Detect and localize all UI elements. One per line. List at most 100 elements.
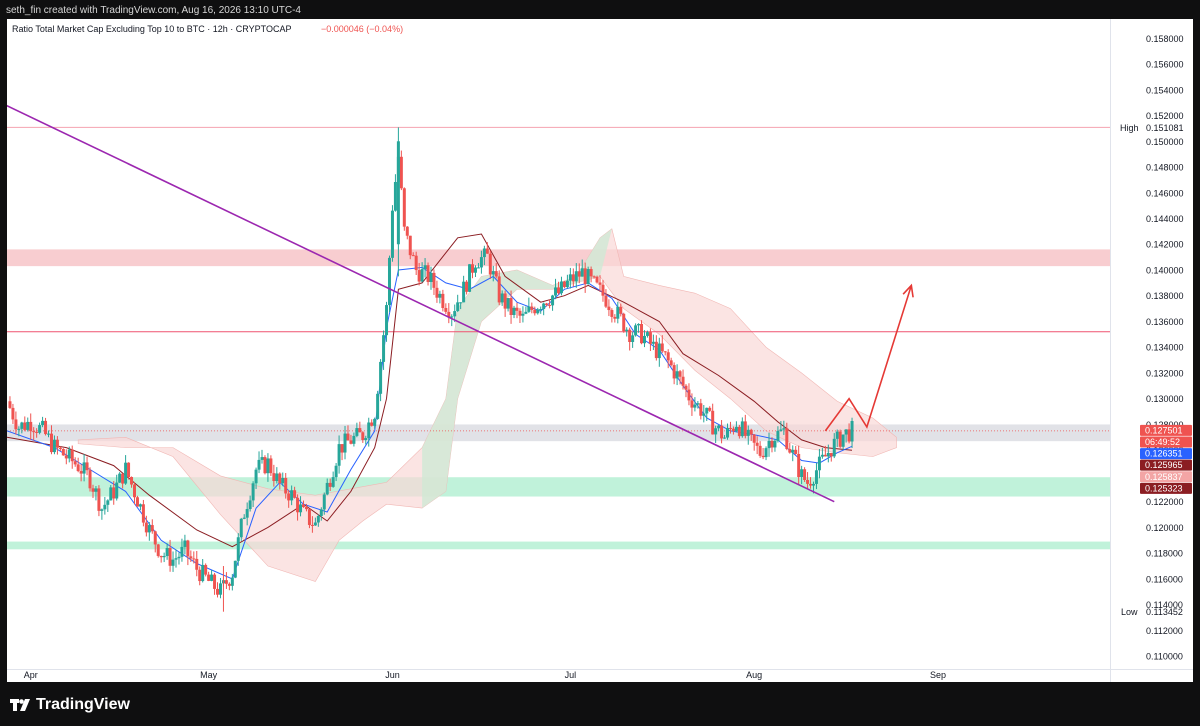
price-chart[interactable]: 0.110000 0.112000 0.114000 0.116000 0.118000… — [7, 19, 1193, 682]
candle-body — [838, 431, 842, 447]
y-tick-label: 0.112000 — [1146, 626, 1183, 636]
candle-body — [438, 293, 442, 298]
candle-body — [539, 309, 543, 311]
low-value-label: 0.113452 — [1146, 607, 1183, 617]
candle-body — [800, 469, 804, 478]
candle-body — [64, 455, 68, 459]
candle-body — [266, 458, 270, 474]
candle-body — [794, 449, 798, 454]
candle-body — [186, 540, 190, 557]
candle-body — [462, 281, 466, 303]
tradingview-logo-icon — [10, 697, 30, 713]
y-tick-label: 0.158000 — [1146, 34, 1184, 44]
candle-body — [728, 427, 732, 429]
candle-body — [681, 376, 685, 386]
candle-body — [349, 440, 353, 444]
candle-body — [8, 401, 12, 408]
price-label-text: 0.125837 — [1145, 472, 1183, 482]
candle-body — [20, 422, 24, 429]
candle-body — [293, 490, 297, 498]
candle-body — [393, 181, 397, 211]
candle-body — [236, 537, 240, 561]
footer-bar: TradingView — [0, 686, 1200, 726]
candle-body — [841, 434, 845, 447]
candle-body — [607, 306, 611, 311]
candle-body — [239, 518, 243, 538]
candle-body — [94, 488, 98, 492]
price-label-box — [1140, 424, 1192, 436]
x-tick-label: Jul — [565, 670, 577, 680]
tradingview-logo[interactable]: TradingView — [10, 694, 130, 716]
candle-body — [435, 287, 439, 298]
y-tick-label: 0.116000 — [1146, 574, 1183, 584]
candle-body — [201, 564, 205, 582]
candle-body — [817, 456, 821, 471]
candle-body — [506, 298, 510, 309]
price-label-text: 0.125323 — [1145, 483, 1183, 493]
candle-body — [417, 270, 421, 282]
low-label: Low — [1121, 607, 1138, 617]
candle-body — [367, 422, 371, 439]
candle-body — [159, 555, 163, 558]
projection-arrow-path — [824, 285, 913, 432]
chart-area[interactable]: 0.110000 0.112000 0.114000 0.116000 0.118000… — [7, 19, 1193, 682]
candle-body — [230, 577, 234, 586]
candle-body — [616, 306, 620, 319]
candle-body — [598, 282, 602, 285]
candle-body — [764, 448, 768, 458]
candle-body — [767, 440, 771, 449]
y-tick-label: 0.130000 — [1146, 394, 1184, 404]
candle-body — [254, 469, 258, 484]
candle-body — [456, 302, 460, 312]
candle-body — [459, 302, 463, 304]
candle-body — [135, 497, 139, 507]
candle-body — [731, 428, 735, 432]
candle-body — [714, 428, 718, 435]
candle-body — [224, 580, 228, 584]
candle-body — [743, 421, 747, 436]
candle-body — [634, 325, 638, 336]
candle-body — [548, 304, 552, 306]
candle-body — [648, 332, 652, 344]
price-label-box — [1140, 471, 1192, 483]
candle-body — [577, 271, 581, 277]
candle-body — [334, 465, 338, 478]
candle-body — [204, 564, 208, 575]
candle-body — [82, 462, 86, 474]
attribution-text: seth_fin created with TradingView.com, A… — [6, 5, 301, 16]
candle-body — [127, 462, 131, 478]
candle-body — [47, 433, 51, 435]
candle-body — [637, 323, 641, 326]
candle-body — [195, 558, 199, 570]
candle-body — [494, 271, 498, 277]
candle-body — [806, 479, 810, 484]
candle-body — [562, 281, 566, 288]
candles-group — [8, 150, 854, 599]
candle-body — [106, 500, 110, 505]
candle-body — [610, 310, 614, 317]
candle-body — [699, 403, 703, 416]
candle-body — [85, 462, 89, 471]
candle-body — [432, 272, 436, 288]
candle-body — [773, 440, 777, 448]
candle-body — [604, 295, 608, 307]
candle-body — [121, 473, 125, 484]
candle-body — [198, 569, 202, 582]
candle-body — [663, 351, 667, 353]
candle-body — [58, 447, 62, 449]
candle-body — [340, 444, 344, 453]
candle-body — [589, 269, 593, 277]
candle-body — [88, 470, 92, 489]
candle-body — [278, 473, 282, 484]
candle-body — [100, 509, 104, 511]
candle-body — [583, 268, 587, 285]
candle-body — [737, 426, 741, 437]
x-tick-label: Sep — [930, 670, 946, 680]
candle-body — [723, 437, 727, 439]
candle-body — [696, 403, 700, 405]
candle-body — [755, 442, 759, 446]
candle-body — [559, 281, 563, 294]
candle-body — [835, 431, 839, 439]
candle-body — [17, 428, 21, 430]
